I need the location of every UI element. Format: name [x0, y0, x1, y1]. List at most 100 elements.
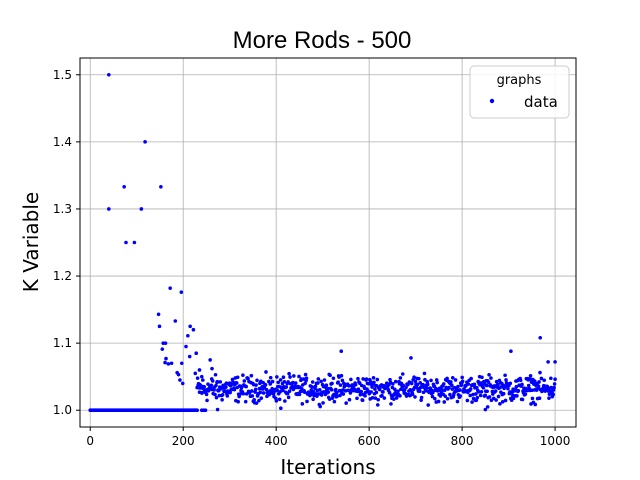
data-point — [277, 397, 282, 402]
data-point — [157, 324, 162, 329]
data-point — [549, 376, 553, 381]
data-point — [203, 408, 208, 413]
y-tick-label: 1.3 — [53, 202, 72, 216]
data-point — [124, 240, 128, 245]
chart-title: More Rods - 500 — [233, 27, 412, 54]
data-point — [443, 394, 448, 398]
data-point — [415, 382, 420, 387]
data-point — [504, 378, 508, 382]
data-point — [364, 377, 369, 381]
data-point — [503, 373, 507, 378]
data-point — [329, 388, 334, 392]
y-tick-label: 1.4 — [53, 135, 72, 149]
data-point — [318, 404, 323, 409]
data-point — [244, 392, 249, 396]
data-point — [250, 389, 254, 393]
data-point — [241, 373, 245, 377]
data-point — [282, 379, 287, 384]
data-point — [480, 375, 484, 380]
data-point — [250, 394, 255, 398]
data-point — [331, 376, 336, 381]
y-tick-label: 1.0 — [53, 403, 72, 417]
data-point — [476, 390, 481, 394]
data-point — [239, 385, 244, 390]
data-point — [487, 372, 491, 377]
data-point — [389, 402, 393, 406]
data-point — [526, 383, 531, 388]
data-point — [537, 380, 541, 384]
data-point — [408, 387, 413, 392]
x-tick-label: 0 — [86, 434, 94, 448]
data-point — [347, 384, 351, 388]
data-point — [520, 397, 525, 402]
data-point — [445, 376, 449, 381]
data-point — [489, 376, 493, 380]
data-point — [355, 396, 359, 401]
data-point — [551, 392, 555, 397]
data-point — [450, 375, 455, 380]
legend-entry-data: data — [524, 93, 558, 111]
data-point — [552, 382, 557, 386]
data-point — [107, 72, 111, 77]
data-point — [442, 388, 447, 393]
data-point — [259, 396, 264, 400]
data-point — [376, 397, 381, 402]
data-point — [327, 397, 332, 401]
data-point — [173, 319, 178, 323]
data-point — [310, 385, 315, 389]
data-point — [210, 379, 215, 383]
data-point — [455, 399, 460, 404]
data-point — [202, 384, 207, 389]
data-point — [340, 378, 345, 383]
data-point — [413, 379, 418, 384]
data-point — [438, 394, 443, 398]
data-point — [347, 397, 352, 402]
data-point — [458, 394, 463, 398]
data-point — [392, 397, 396, 401]
data-point — [336, 380, 340, 384]
data-point — [536, 384, 541, 389]
data-point — [255, 378, 259, 383]
data-point — [523, 392, 528, 396]
data-point — [220, 393, 225, 397]
data-point — [474, 392, 478, 396]
data-point — [494, 398, 498, 402]
data-point — [184, 344, 188, 349]
legend-box — [469, 65, 570, 119]
data-point — [508, 381, 513, 386]
data-point — [484, 383, 489, 388]
data-point — [228, 390, 232, 395]
data-point — [180, 381, 185, 386]
data-point — [433, 396, 437, 401]
data-point — [276, 380, 281, 385]
data-point — [304, 376, 309, 381]
data-point — [235, 375, 240, 380]
data-point — [268, 375, 273, 380]
data-point — [316, 381, 320, 385]
data-point — [215, 407, 220, 412]
data-point — [268, 382, 273, 386]
data-point — [409, 381, 414, 386]
data-point — [391, 382, 395, 386]
data-point — [417, 389, 422, 394]
data-point — [225, 394, 230, 398]
data-point — [553, 377, 557, 381]
data-point — [381, 390, 385, 394]
data-point — [453, 378, 458, 382]
y-axis-label: K Variable — [19, 192, 43, 292]
data-point — [425, 386, 429, 390]
data-point — [372, 380, 376, 385]
data-point — [429, 378, 433, 383]
data-point — [460, 379, 465, 384]
data-point — [330, 381, 334, 386]
data-point — [471, 392, 475, 397]
data-point — [547, 392, 552, 397]
data-point — [509, 349, 513, 353]
data-point — [370, 385, 374, 389]
data-point — [200, 390, 205, 395]
data-point — [302, 390, 307, 395]
data-point — [293, 381, 298, 385]
y-tick-label: 1.2 — [53, 269, 72, 283]
data-point — [485, 389, 489, 394]
data-point — [468, 387, 473, 391]
